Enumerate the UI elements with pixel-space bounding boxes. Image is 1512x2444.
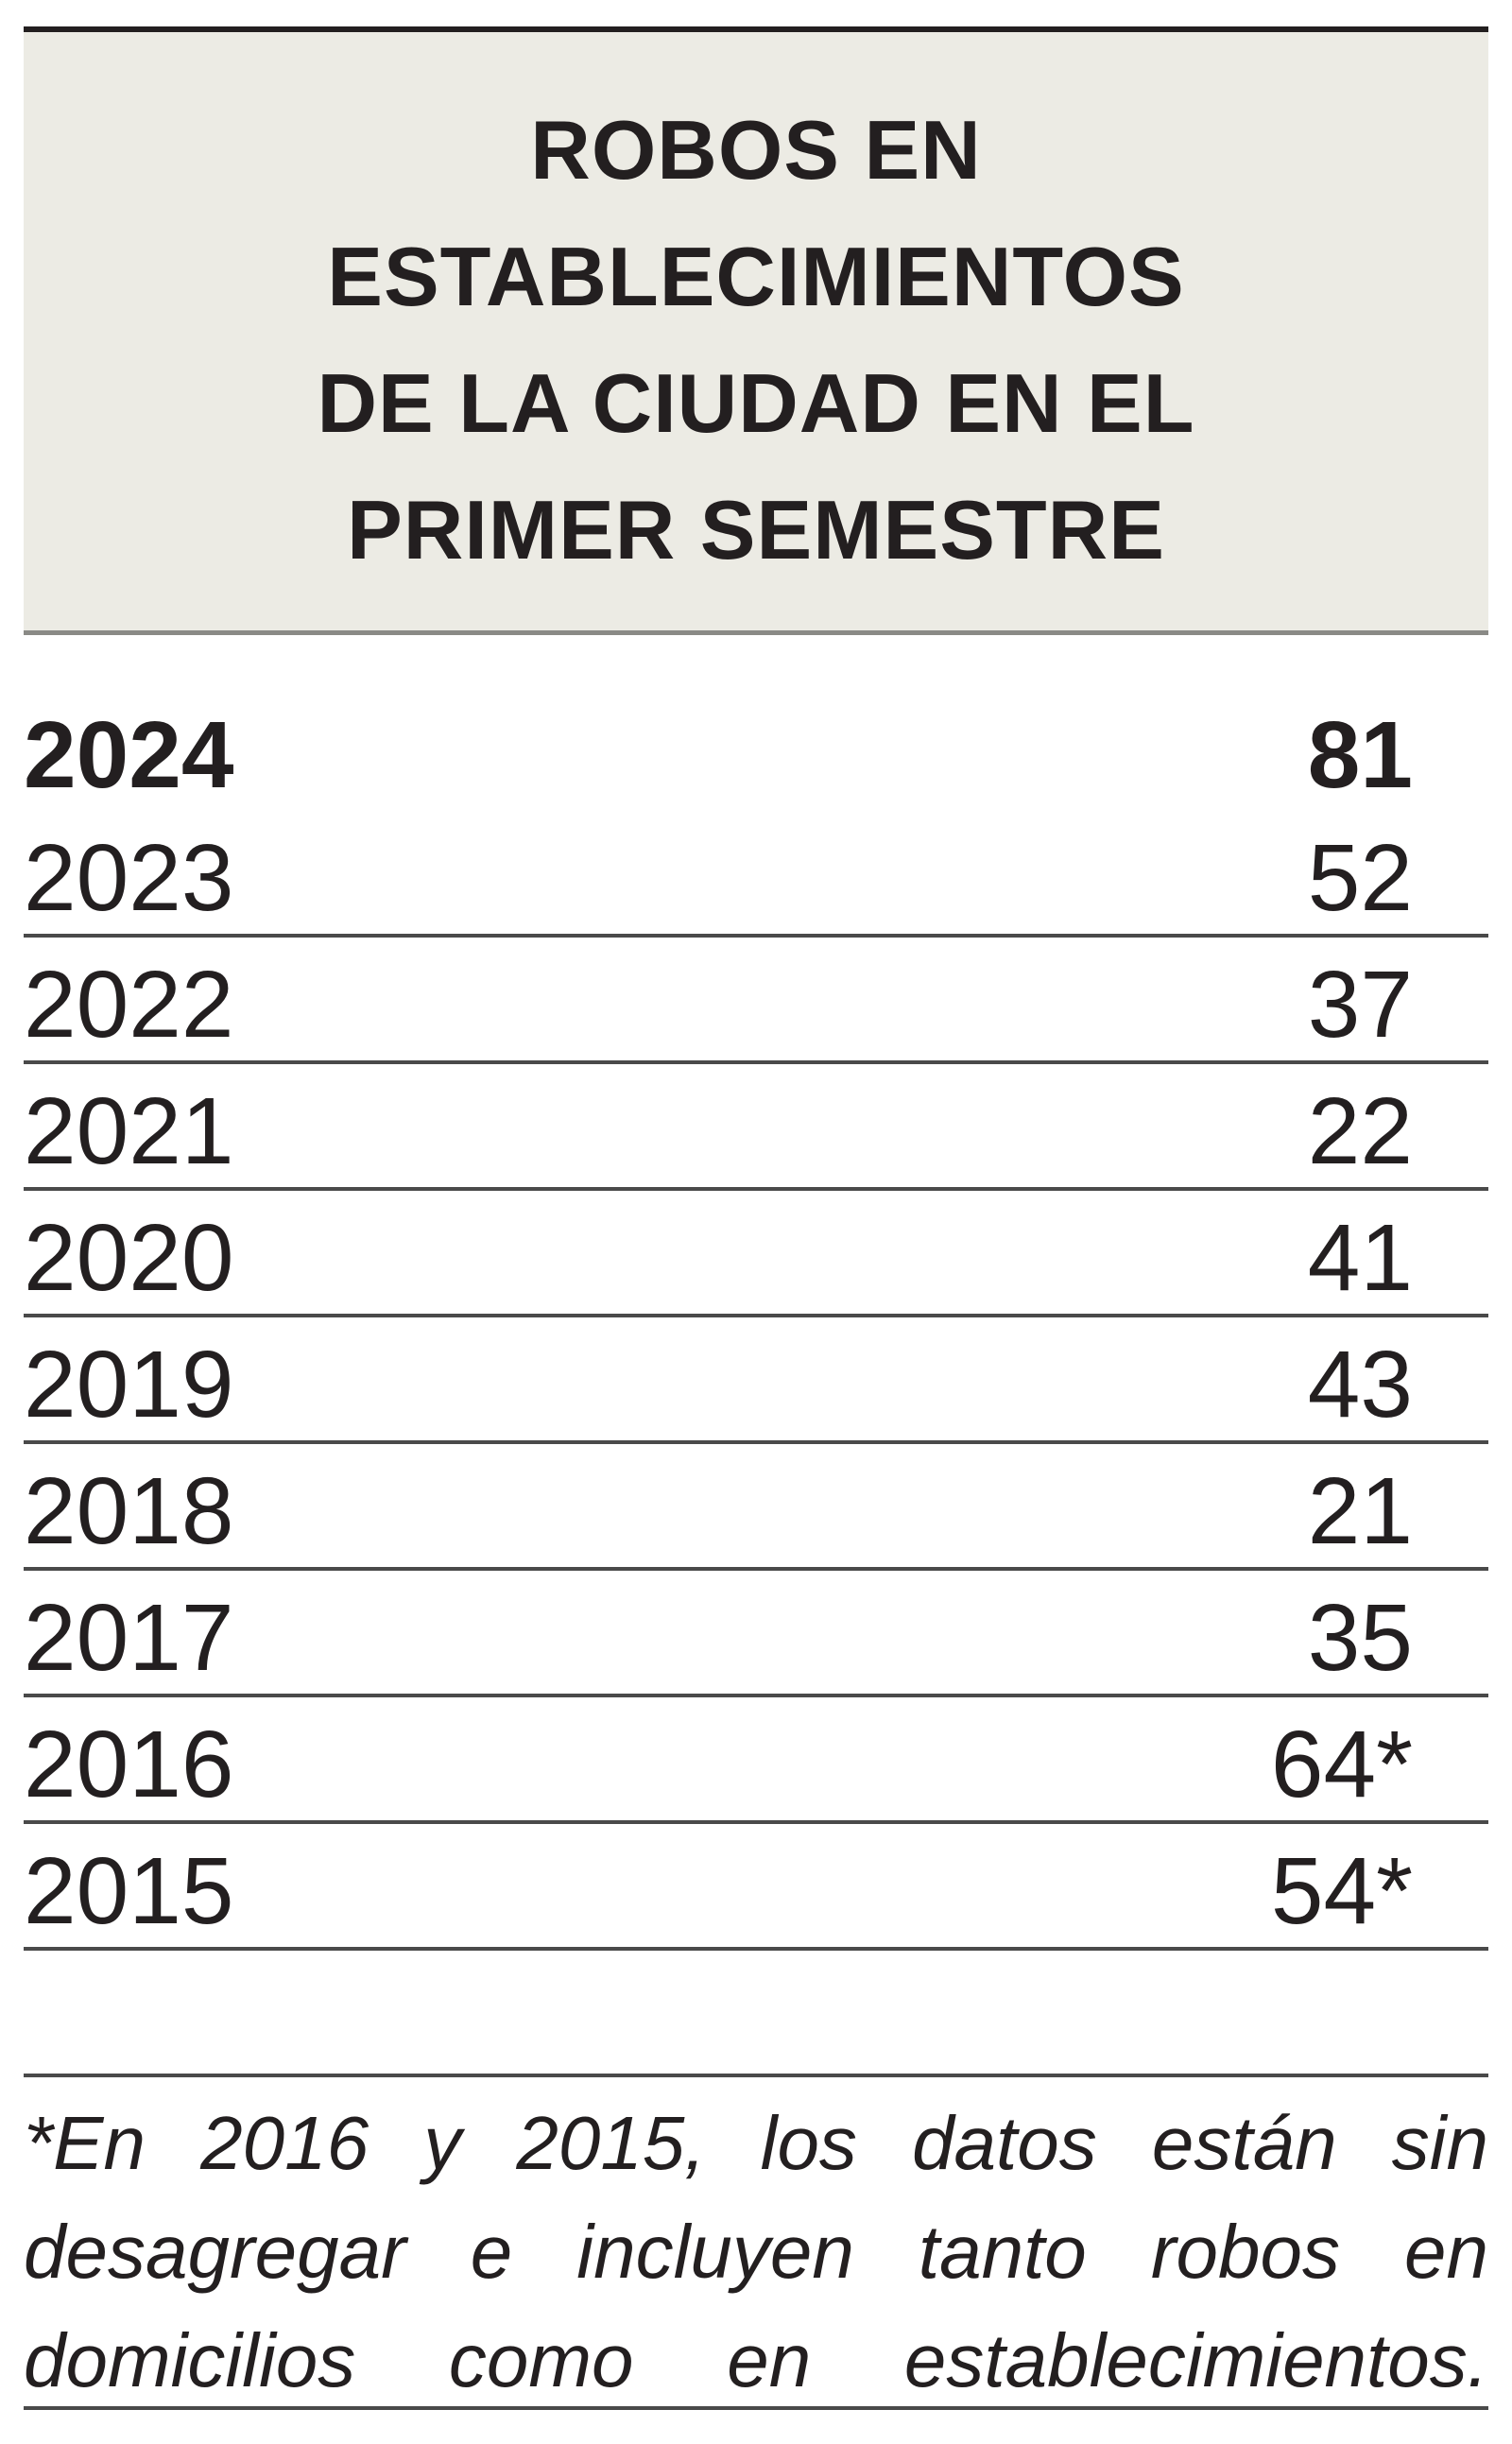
value-cell: 21 [1307, 1458, 1413, 1564]
year-cell: 2019 [24, 1332, 234, 1437]
table-row: 2015 54* [24, 1824, 1488, 1951]
table-row: 2016 64* [24, 1697, 1488, 1824]
title-line: ESTABLECIMIENTOS [327, 230, 1185, 323]
year-cell: 2022 [24, 952, 234, 1058]
value-cell: 37 [1307, 952, 1413, 1058]
year-cell: 2024 [24, 702, 234, 808]
footnote: *En 2016 y 2015, los datos están sin des… [24, 2074, 1488, 2410]
table-row: 2021 22 [24, 1064, 1488, 1191]
table-row: 2017 35 [24, 1571, 1488, 1697]
table: 2024 81 2023 52 2022 37 2021 22 2020 41 2019 43 2018… [24, 684, 1488, 1951]
title-line: DE LA CIUDAD EN EL [317, 356, 1195, 450]
year-cell: 2016 [24, 1712, 234, 1817]
year-cell: 2015 [24, 1838, 234, 1944]
year-cell: 2018 [24, 1458, 234, 1564]
year-cell: 2023 [24, 825, 234, 931]
table-row: 2023 52 [24, 811, 1488, 938]
header: ROBOS EN ESTABLECIMIENTOS DE LA CIUDAD EN … [24, 26, 1488, 635]
value-cell: 52 [1307, 825, 1413, 931]
year-cell: 2017 [24, 1585, 234, 1691]
year-cell: 2021 [24, 1078, 234, 1184]
value-cell: 22 [1307, 1078, 1413, 1184]
title-line: ROBOS EN [530, 103, 982, 197]
value-cell: 43 [1307, 1332, 1413, 1437]
year-cell: 2020 [24, 1205, 234, 1311]
value-cell: 54* [1270, 1838, 1413, 1944]
table-row: 2022 37 [24, 938, 1488, 1064]
table-row: 2019 43 [24, 1317, 1488, 1444]
table-row: 2024 81 [24, 684, 1488, 811]
value-cell: 41 [1307, 1205, 1413, 1311]
table-row: 2018 21 [24, 1444, 1488, 1571]
title-line: PRIMER SEMESTRE [347, 483, 1165, 577]
value-cell: 64* [1270, 1712, 1413, 1817]
value-cell: 35 [1307, 1585, 1413, 1691]
value-cell: 81 [1307, 702, 1413, 808]
table-row: 2020 41 [24, 1191, 1488, 1317]
